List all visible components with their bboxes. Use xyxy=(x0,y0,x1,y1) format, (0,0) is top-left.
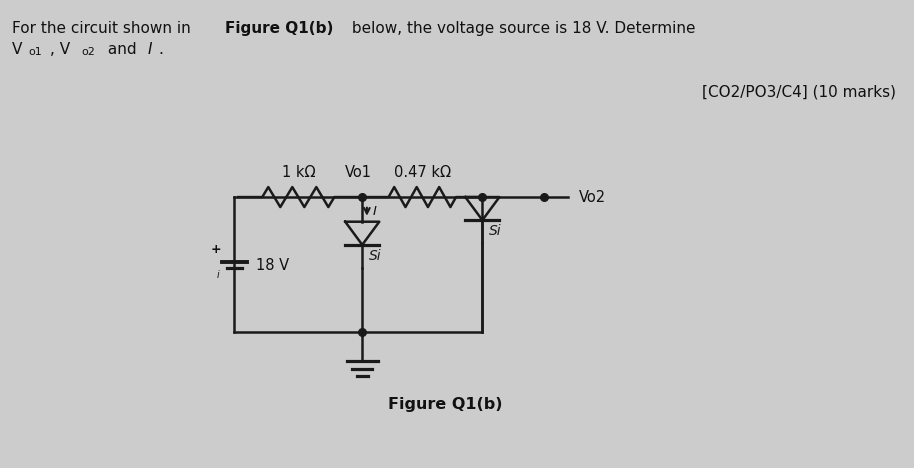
Text: I: I xyxy=(373,205,377,218)
Text: +: + xyxy=(210,243,221,256)
Text: [CO2/PO3/C4] (10 marks): [CO2/PO3/C4] (10 marks) xyxy=(702,84,896,99)
Text: o2: o2 xyxy=(81,47,95,57)
Text: I: I xyxy=(147,42,152,57)
Text: 0.47 kΩ: 0.47 kΩ xyxy=(394,165,451,180)
Text: Figure Q1(b): Figure Q1(b) xyxy=(225,21,334,36)
Text: 1 kΩ: 1 kΩ xyxy=(282,165,315,180)
Text: Vo2: Vo2 xyxy=(579,190,606,205)
Text: Si: Si xyxy=(368,249,381,263)
Text: V: V xyxy=(12,42,22,57)
Text: Figure Q1(b): Figure Q1(b) xyxy=(388,396,503,411)
Text: For the circuit shown in: For the circuit shown in xyxy=(12,21,196,36)
Text: 18 V: 18 V xyxy=(256,258,289,273)
Text: i: i xyxy=(217,270,219,280)
Text: below, the voltage source is 18 V. Determine: below, the voltage source is 18 V. Deter… xyxy=(347,21,696,36)
Text: Vo1: Vo1 xyxy=(345,165,372,180)
Text: .: . xyxy=(158,42,163,57)
Text: , V: , V xyxy=(50,42,70,57)
Text: Si: Si xyxy=(489,224,501,238)
Text: o1: o1 xyxy=(28,47,42,57)
Text: and: and xyxy=(103,42,142,57)
